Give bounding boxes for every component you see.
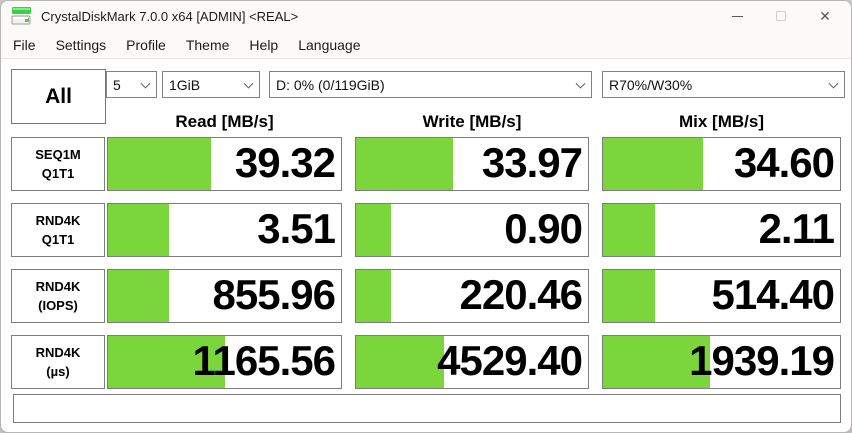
- result-value: 0.90: [504, 205, 583, 252]
- run-rnd4k-latency-button[interactable]: RND4K (µs): [11, 335, 105, 389]
- result-value: 220.46: [459, 271, 583, 318]
- test-size-select[interactable]: 1GiB: [162, 71, 260, 98]
- menu-help[interactable]: Help: [249, 36, 279, 53]
- menu-bar: File Settings Profile Theme Help Languag…: [1, 31, 851, 59]
- result-bar: [108, 336, 225, 388]
- rnd4k-latency-read-cell: 1165.56: [107, 335, 342, 389]
- mix-column-header: Mix [MB/s]: [679, 112, 764, 131]
- menu-file[interactable]: File: [13, 36, 36, 53]
- rnd4k-latency-write-cell: 4529.40: [355, 335, 589, 389]
- result-bar: [603, 204, 656, 256]
- menu-profile[interactable]: Profile: [126, 36, 166, 53]
- target-drive-value: D: 0% (0/119GiB): [276, 76, 385, 93]
- window-title: CrystalDiskMark 7.0.0 x64 [ADMIN] <REAL>: [41, 8, 299, 24]
- seq1m-q1t1-read-cell: 39.32: [107, 137, 342, 191]
- result-value: 1165.56: [192, 337, 336, 384]
- result-value: 2.11: [758, 205, 835, 252]
- comment-input[interactable]: [13, 394, 841, 423]
- mix-ratio-select[interactable]: R70%/W30%: [602, 71, 845, 98]
- result-bar: [356, 336, 445, 388]
- result-value: 855.96: [212, 271, 336, 318]
- title-bar: CrystalDiskMark 7.0.0 x64 [ADMIN] <REAL>…: [1, 1, 851, 31]
- row-label-line1: RND4K: [35, 212, 81, 228]
- row-label-line2: Q1T1: [41, 166, 75, 181]
- test-count-value: 5: [113, 76, 121, 93]
- minimize-button[interactable]: [715, 1, 759, 31]
- rnd4k-q1t1-read-cell: 3.51: [107, 203, 342, 257]
- app-logo-icon: [11, 7, 31, 25]
- row-label-line2: Q1T1: [41, 232, 75, 247]
- row-label-line1: RND4K: [35, 344, 81, 360]
- seq1m-q1t1-write-cell: 33.97: [355, 137, 589, 191]
- result-bar: [108, 138, 211, 190]
- run-all-button[interactable]: All: [11, 69, 106, 124]
- test-count-select[interactable]: 5: [106, 71, 157, 98]
- chevron-down-icon: [243, 78, 254, 89]
- row-label-line1: SEQ1M: [35, 146, 81, 162]
- minimize-icon: [731, 15, 743, 17]
- window-controls: ✕: [715, 1, 847, 31]
- result-bar: [603, 336, 710, 388]
- chevron-down-icon: [575, 78, 586, 89]
- target-drive-select[interactable]: D: 0% (0/119GiB): [269, 71, 592, 98]
- result-bar: [108, 204, 169, 256]
- mix-ratio-value: R70%/W30%: [609, 76, 693, 93]
- result-bar: [603, 138, 703, 190]
- result-value: 33.97: [481, 139, 583, 186]
- result-bar: [356, 138, 454, 190]
- result-value: 1939.19: [689, 337, 835, 384]
- test-size-value: 1GiB: [169, 76, 201, 93]
- maximize-button[interactable]: [759, 1, 803, 31]
- run-seq1m-q1t1-button[interactable]: SEQ1M Q1T1: [11, 137, 105, 191]
- result-bar: [356, 270, 391, 322]
- result-bar: [603, 270, 656, 322]
- result-bar: [356, 204, 391, 256]
- rnd4k-q1t1-mix-cell: 2.11: [602, 203, 841, 257]
- result-value: 34.60: [733, 139, 835, 186]
- result-value: 39.32: [234, 139, 336, 186]
- maximize-icon: [776, 11, 786, 21]
- close-button[interactable]: ✕: [803, 1, 847, 31]
- seq1m-q1t1-mix-cell: 34.60: [602, 137, 841, 191]
- result-value: 4529.40: [437, 337, 583, 384]
- run-rnd4k-q1t1-button[interactable]: RND4K Q1T1: [11, 203, 105, 257]
- row-label-line2: (IOPS): [38, 298, 78, 313]
- read-column-header: Read [MB/s]: [175, 112, 274, 131]
- rnd4k-latency-mix-cell: 1939.19: [602, 335, 841, 389]
- row-label-line1: RND4K: [35, 278, 81, 294]
- rnd4k-iops-mix-cell: 514.40: [602, 269, 841, 323]
- result-value: 514.40: [711, 271, 835, 318]
- menu-settings[interactable]: Settings: [55, 36, 107, 53]
- row-label-line2: (µs): [46, 364, 70, 379]
- result-bar: [108, 270, 169, 322]
- rnd4k-iops-write-cell: 220.46: [355, 269, 589, 323]
- run-rnd4k-iops-button[interactable]: RND4K (IOPS): [11, 269, 105, 323]
- rnd4k-q1t1-write-cell: 0.90: [355, 203, 589, 257]
- chevron-down-icon: [828, 78, 839, 89]
- close-icon: ✕: [819, 7, 831, 24]
- result-value: 3.51: [257, 205, 336, 252]
- write-column-header: Write [MB/s]: [422, 112, 522, 131]
- menu-theme[interactable]: Theme: [185, 36, 230, 53]
- menu-language[interactable]: Language: [298, 36, 361, 53]
- rnd4k-iops-read-cell: 855.96: [107, 269, 342, 323]
- chevron-down-icon: [140, 78, 151, 89]
